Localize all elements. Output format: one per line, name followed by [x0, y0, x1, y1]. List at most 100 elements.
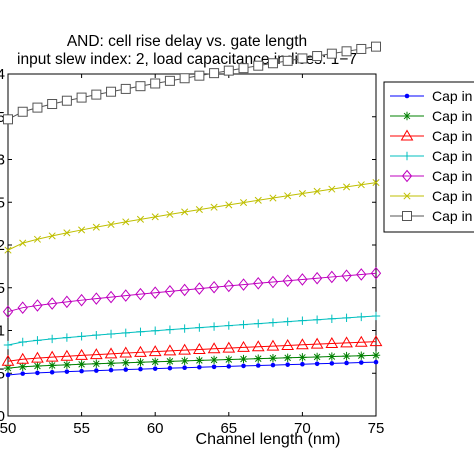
data-point — [78, 226, 86, 234]
legend-entry: Cap in — [390, 108, 472, 124]
data-point — [281, 338, 295, 350]
legend-label: Cap in — [432, 88, 472, 104]
data-point — [254, 319, 263, 328]
y-tick-label: .35 — [0, 109, 5, 126]
data-point — [63, 229, 71, 237]
x-tick-label: 75 — [368, 420, 385, 437]
data-point — [33, 361, 42, 371]
data-point — [180, 324, 189, 333]
data-point — [150, 286, 161, 300]
data-point — [47, 99, 58, 110]
data-point — [356, 43, 367, 54]
data-point — [194, 282, 205, 295]
data-point — [164, 75, 175, 86]
data-point — [62, 333, 72, 342]
data-point — [284, 192, 292, 200]
data-point — [35, 370, 40, 376]
data-point — [371, 351, 381, 360]
data-point — [179, 283, 190, 297]
data-point — [224, 321, 233, 330]
data-point — [76, 293, 87, 307]
data-point — [342, 313, 351, 323]
data-point — [104, 347, 118, 359]
data-point — [282, 55, 293, 66]
y-tick-label: .25 — [0, 194, 5, 211]
data-point — [3, 114, 13, 125]
x-tick-label: 50 — [0, 420, 16, 437]
data-point — [163, 344, 177, 356]
data-point — [135, 81, 146, 92]
data-point — [136, 215, 145, 223]
legend-entry: Cap in — [390, 188, 472, 204]
legend-label: Cap in — [432, 188, 472, 204]
data-point — [195, 323, 204, 332]
data-point — [165, 325, 175, 334]
data-point — [92, 359, 101, 368]
data-point — [373, 359, 379, 365]
data-point — [120, 289, 131, 302]
data-point — [32, 102, 43, 113]
data-point — [19, 239, 27, 247]
y-tick-label: 0.2 — [0, 237, 5, 254]
data-point — [150, 78, 161, 89]
data-point — [79, 368, 84, 374]
data-point — [326, 270, 337, 284]
data-point — [312, 352, 322, 362]
data-point — [92, 330, 101, 340]
data-point — [152, 366, 158, 371]
legend-label: Cap in — [432, 168, 472, 184]
data-point — [283, 353, 292, 362]
data-point — [60, 349, 74, 361]
data-point — [108, 367, 114, 373]
data-point — [2, 305, 14, 318]
data-point — [136, 327, 145, 336]
data-point — [135, 287, 146, 301]
data-point — [107, 220, 115, 229]
data-point — [76, 92, 87, 103]
series-1 — [5, 359, 379, 378]
x-tick-label: 60 — [147, 420, 164, 437]
data-point — [325, 337, 339, 349]
series-5 — [2, 266, 382, 318]
y-tick-label: 0.1 — [0, 323, 5, 340]
data-point — [356, 268, 367, 281]
data-point — [238, 63, 249, 74]
data-point — [45, 350, 59, 362]
data-point — [371, 311, 381, 321]
y-tick-label: 0.3 — [0, 152, 5, 169]
data-point — [1, 354, 15, 366]
data-point — [314, 361, 320, 367]
data-point — [165, 357, 175, 366]
data-point — [120, 83, 131, 94]
data-point — [209, 68, 220, 79]
data-point — [312, 315, 322, 324]
legend-marker — [401, 169, 413, 183]
data-point — [207, 342, 221, 354]
data-point — [92, 223, 100, 231]
data-point — [16, 352, 30, 364]
data-point — [254, 196, 262, 204]
data-point — [197, 364, 202, 370]
data-point — [167, 365, 173, 371]
data-point — [253, 277, 264, 290]
data-point — [151, 357, 160, 366]
data-point — [61, 95, 72, 106]
data-point — [211, 364, 217, 370]
data-point — [119, 346, 133, 358]
legend-marker — [402, 111, 412, 121]
data-point — [47, 297, 58, 310]
legend-marker — [402, 211, 412, 221]
data-point — [77, 360, 86, 369]
data-point — [327, 352, 337, 361]
data-point — [194, 70, 205, 81]
data-point — [77, 332, 86, 341]
data-point — [4, 246, 12, 254]
data-point — [298, 316, 307, 325]
data-point — [328, 185, 336, 193]
data-point — [358, 360, 364, 365]
data-point — [209, 322, 219, 331]
data-point — [151, 213, 159, 221]
series-6 — [4, 179, 380, 254]
data-point — [296, 338, 309, 350]
